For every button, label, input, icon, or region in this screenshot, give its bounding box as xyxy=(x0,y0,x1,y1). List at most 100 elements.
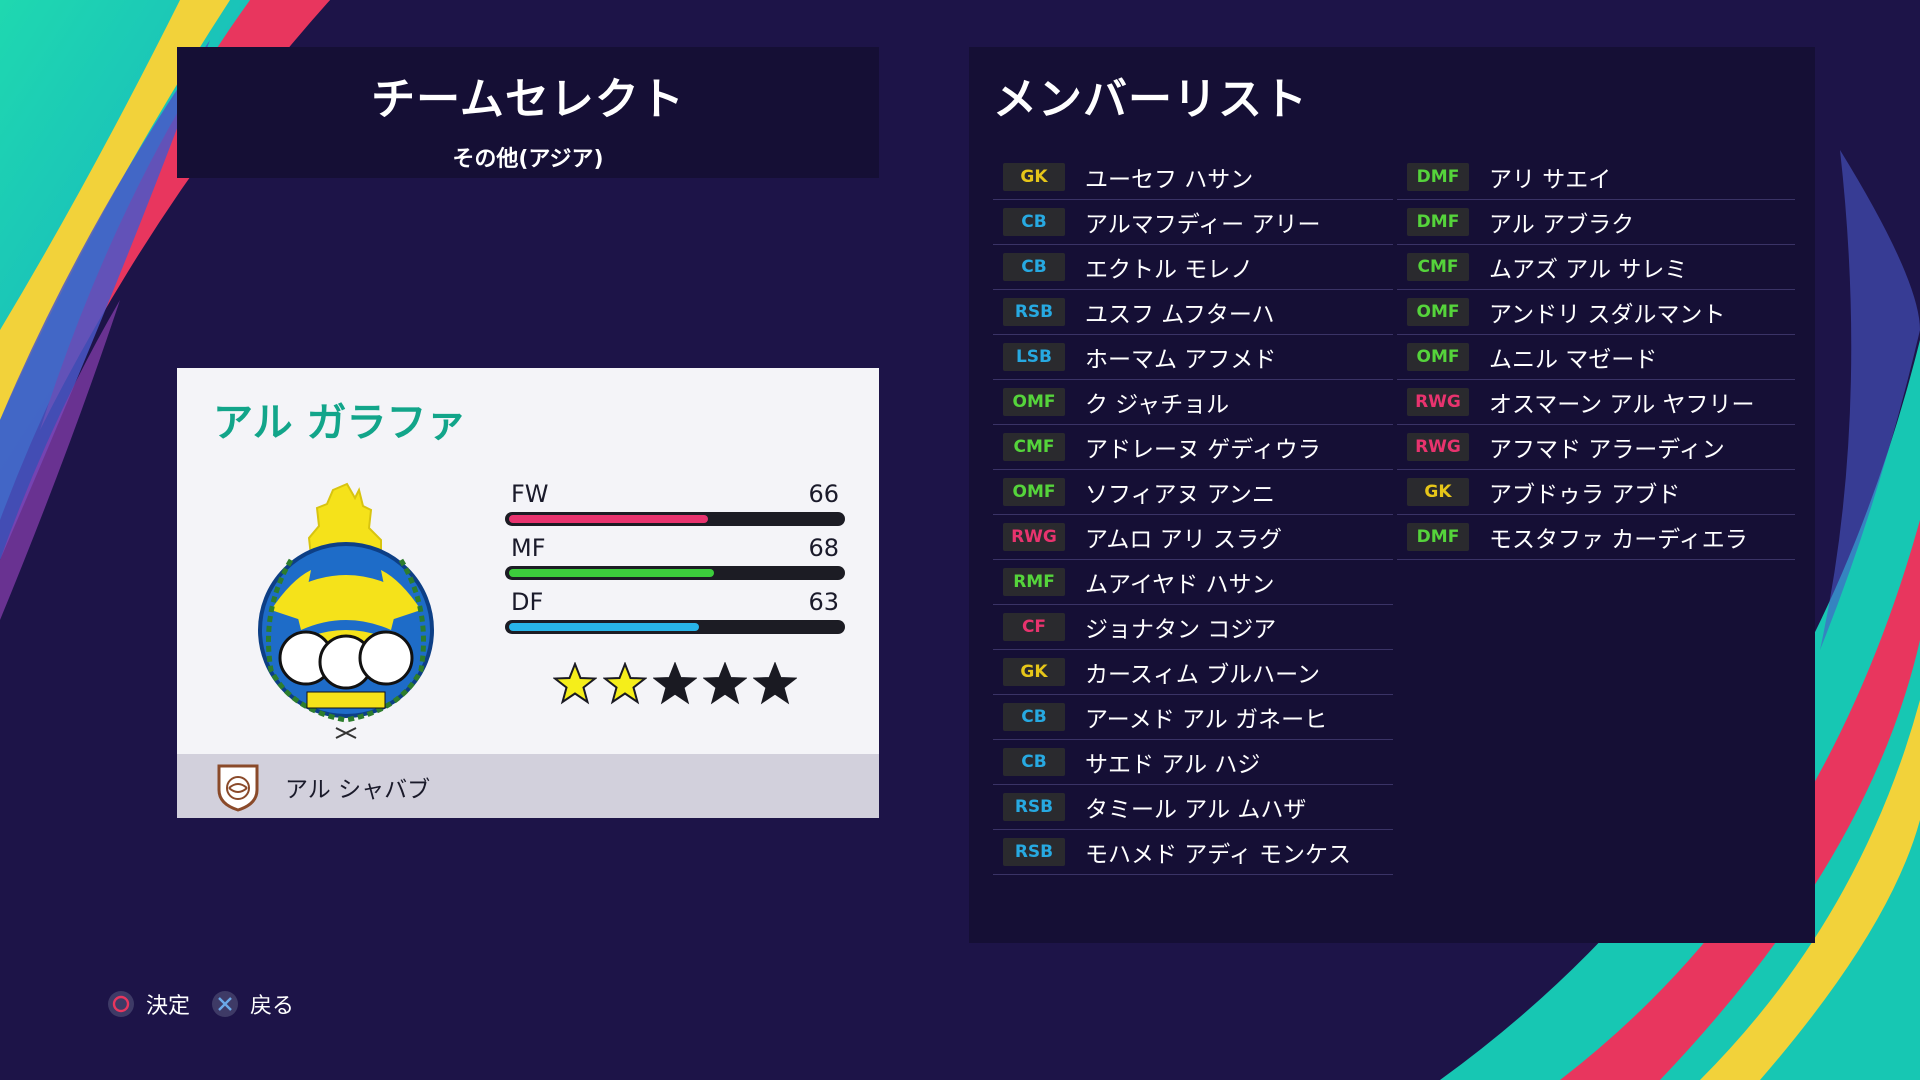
position-badge: DMF xyxy=(1407,163,1469,191)
player-row[interactable]: OMF アンドリ スダルマント xyxy=(1397,290,1795,335)
player-name: モハメド アディ モンケス xyxy=(1085,842,1352,868)
rival-team-emblem xyxy=(217,764,259,812)
player-name: モスタファ カーディエラ xyxy=(1489,527,1748,553)
player-row[interactable]: DMF モスタファ カーディエラ xyxy=(1397,515,1795,560)
position-badge: RSB xyxy=(1003,838,1065,866)
member-list-title: メンバーリスト xyxy=(993,74,1308,125)
player-name: エクトル モレノ xyxy=(1085,257,1254,283)
member-list-right-column: DMF アリ サエイ DMF アル アブラク CMF ムアズ アル サレミ OMF アンドリ … xyxy=(1397,155,1795,560)
position-badge: RSB xyxy=(1003,793,1065,821)
stat-value: 63 xyxy=(808,588,839,616)
player-name: カースィム ブルハーン xyxy=(1085,662,1321,688)
player-name: アルマフディー アリー xyxy=(1085,212,1321,238)
position-badge: CMF xyxy=(1407,253,1469,281)
cross-button-icon[interactable] xyxy=(212,991,239,1017)
team-name: アル ガラファ xyxy=(213,400,467,446)
confirm-label[interactable]: 決定 xyxy=(146,994,191,1019)
position-badge: GK xyxy=(1003,658,1065,686)
player-row[interactable]: GK アブドゥラ アブド xyxy=(1397,470,1795,515)
player-row[interactable]: DMF アル アブラク xyxy=(1397,200,1795,245)
player-row[interactable]: LSB ホーマム アフメド xyxy=(993,335,1393,380)
team-card[interactable]: アル ガラファ FW 66 MF 68 DF 63 アル シャバ xyxy=(177,368,879,818)
player-name: ク ジャチョル xyxy=(1085,392,1230,418)
rival-team-name: アル シャバブ xyxy=(285,777,431,803)
player-name: タミール アル ムハザ xyxy=(1085,797,1307,823)
position-badge: RMF xyxy=(1003,568,1065,596)
star-filled-icon xyxy=(553,662,597,705)
player-row[interactable]: CF ジョナタン コジア xyxy=(993,605,1393,650)
position-badge: CB xyxy=(1003,703,1065,731)
player-row[interactable]: RSB モハメド アディ モンケス xyxy=(993,830,1393,875)
back-label[interactable]: 戻る xyxy=(250,994,295,1019)
position-badge: DMF xyxy=(1407,523,1469,551)
position-badge: RSB xyxy=(1003,298,1065,326)
player-row[interactable]: RSB ユスフ ムフターハ xyxy=(993,290,1393,335)
position-badge: OMF xyxy=(1003,388,1065,416)
player-name: アフマド アラーディン xyxy=(1489,437,1725,463)
league-filter-label[interactable]: その他(アジア) xyxy=(452,147,604,172)
position-badge: DMF xyxy=(1407,208,1469,236)
player-name: アーメド アル ガネーヒ xyxy=(1085,707,1328,733)
player-row[interactable]: OMF ムニル マゼード xyxy=(1397,335,1795,380)
player-name: アブドゥラ アブド xyxy=(1489,482,1681,508)
player-row[interactable]: CB サエド アル ハジ xyxy=(993,740,1393,785)
stat-bar-fill xyxy=(509,623,699,631)
team-select-header: チームセレクト その他(アジア) xyxy=(177,47,879,178)
player-row[interactable]: RWG アフマド アラーディン xyxy=(1397,425,1795,470)
player-row[interactable]: GK ユーセフ ハサン xyxy=(993,155,1393,200)
position-badge: OMF xyxy=(1003,478,1065,506)
circle-button-icon[interactable] xyxy=(108,991,134,1017)
player-name: サエド アル ハジ xyxy=(1085,752,1261,778)
player-row[interactable]: CB アルマフディー アリー xyxy=(993,200,1393,245)
stat-label: MF xyxy=(511,534,546,562)
player-row[interactable]: CMF ムアズ アル サレミ xyxy=(1397,245,1795,290)
player-row[interactable]: OMF ソフィアヌ アンニ xyxy=(993,470,1393,515)
star-empty-icon xyxy=(653,662,697,705)
position-badge: CB xyxy=(1003,208,1065,236)
position-badge: OMF xyxy=(1407,343,1469,371)
player-row[interactable]: GK カースィム ブルハーン xyxy=(993,650,1393,695)
player-row[interactable]: OMF ク ジャチョル xyxy=(993,380,1393,425)
rival-team-bar: アル シャバブ xyxy=(177,754,879,818)
player-name: オスマーン アル ヤフリー xyxy=(1489,392,1755,418)
player-name: ムアズ アル サレミ xyxy=(1489,257,1688,283)
stat-label: FW xyxy=(511,480,549,508)
stat-bar-fill xyxy=(509,569,714,577)
member-list-left-column: GK ユーセフ ハサン CB アルマフディー アリー CB エクトル モレノ RSB ユスフ … xyxy=(993,155,1393,875)
position-badge: RWG xyxy=(1003,523,1065,551)
position-badge: CMF xyxy=(1003,433,1065,461)
player-row[interactable]: CB エクトル モレノ xyxy=(993,245,1393,290)
stat-bar xyxy=(505,566,845,580)
player-name: アドレーヌ ゲディウラ xyxy=(1085,437,1321,463)
position-badge: GK xyxy=(1003,163,1065,191)
star-empty-icon xyxy=(703,662,747,705)
player-row[interactable]: CMF アドレーヌ ゲディウラ xyxy=(993,425,1393,470)
player-row[interactable]: RMF ムアイヤド ハサン xyxy=(993,560,1393,605)
player-row[interactable]: RWG アムロ アリ スラグ xyxy=(993,515,1393,560)
position-badge: LSB xyxy=(1003,343,1065,371)
member-list-panel: メンバーリスト GK ユーセフ ハサン CB アルマフディー アリー CB エクトル モレ… xyxy=(969,47,1815,943)
player-name: ホーマム アフメド xyxy=(1085,347,1277,373)
stat-value: 66 xyxy=(808,480,839,508)
player-row[interactable]: DMF アリ サエイ xyxy=(1397,155,1795,200)
position-badge: RWG xyxy=(1407,388,1469,416)
player-row[interactable]: CB アーメド アル ガネーヒ xyxy=(993,695,1393,740)
player-name: アンドリ スダルマント xyxy=(1489,302,1726,328)
star-empty-icon xyxy=(753,662,797,705)
star-filled-icon xyxy=(603,662,647,705)
player-row[interactable]: RSB タミール アル ムハザ xyxy=(993,785,1393,830)
stat-bar xyxy=(505,620,845,634)
button-hints: 決定 戻る xyxy=(108,988,316,1020)
player-row[interactable]: RWG オスマーン アル ヤフリー xyxy=(1397,380,1795,425)
stat-bar-fill xyxy=(509,515,708,523)
position-badge: OMF xyxy=(1407,298,1469,326)
position-badge: CF xyxy=(1003,613,1065,641)
position-badge: RWG xyxy=(1407,433,1469,461)
player-name: ジョナタン コジア xyxy=(1085,617,1277,643)
team-select-title: チームセレクト xyxy=(371,74,685,125)
stat-bar xyxy=(505,512,845,526)
player-name: ソフィアヌ アンニ xyxy=(1085,482,1275,508)
position-badge: GK xyxy=(1407,478,1469,506)
player-name: アムロ アリ スラグ xyxy=(1085,527,1283,553)
position-badge: CB xyxy=(1003,253,1065,281)
